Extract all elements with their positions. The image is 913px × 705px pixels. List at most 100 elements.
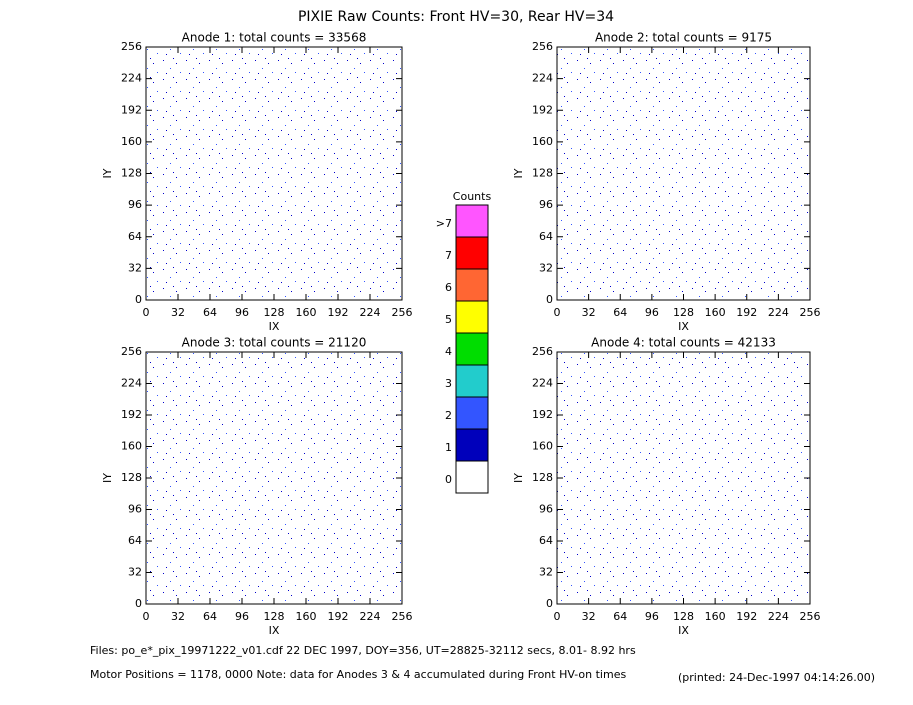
y-tick-label: 128 <box>121 167 142 180</box>
y-tick-label: 160 <box>532 440 553 453</box>
colorbar-swatch <box>455 460 489 494</box>
y-tick-label: 160 <box>532 135 553 148</box>
y-tick-label: 32 <box>539 261 553 274</box>
x-tick-label: 64 <box>203 610 217 623</box>
y-tick-label: 128 <box>532 471 553 484</box>
y-axis-label: IY <box>512 168 525 178</box>
colorbar-swatch <box>455 204 489 238</box>
x-tick-label: 128 <box>673 610 694 623</box>
y-tick-label: 256 <box>532 40 553 53</box>
x-tick-label: 64 <box>613 610 627 623</box>
y-axis-label: IY <box>101 473 114 483</box>
colorbar-swatch <box>455 332 489 366</box>
x-axis-label: IX <box>678 624 689 637</box>
y-tick-label: 32 <box>128 566 142 579</box>
y-tick-label: 256 <box>121 345 142 358</box>
y-tick-label: 224 <box>121 72 142 85</box>
y-tick-label: 224 <box>532 377 553 390</box>
x-tick-label: 32 <box>171 306 185 319</box>
y-tick-label: 224 <box>532 72 553 85</box>
y-tick-label: 0 <box>135 597 142 610</box>
colorbar-label: 2 <box>445 409 452 422</box>
y-tick-label: 96 <box>128 503 142 516</box>
colorbar-swatch <box>455 364 489 398</box>
x-axis-label: IX <box>269 320 280 333</box>
y-tick-label: 160 <box>121 440 142 453</box>
colorbar-swatch <box>455 428 489 462</box>
x-tick-label: 64 <box>203 306 217 319</box>
y-tick-label: 0 <box>546 597 553 610</box>
y-tick-label: 192 <box>121 408 142 421</box>
y-tick-label: 0 <box>546 293 553 306</box>
x-tick-label: 192 <box>736 306 757 319</box>
panel-title: Anode 1: total counts = 33568 <box>182 31 367 45</box>
panel-title: Anode 2: total counts = 9175 <box>595 31 772 45</box>
x-tick-label: 64 <box>613 306 627 319</box>
y-axis-label: IY <box>101 168 114 178</box>
count-texture <box>557 47 810 300</box>
panel-title: Anode 3: total counts = 21120 <box>182 336 367 350</box>
x-tick-label: 32 <box>582 610 596 623</box>
colorbar-swatch <box>455 300 489 334</box>
x-tick-label: 128 <box>264 610 285 623</box>
colorbar-label: 5 <box>445 313 452 326</box>
y-tick-label: 96 <box>128 198 142 211</box>
y-tick-label: 64 <box>539 230 553 243</box>
y-tick-label: 192 <box>121 103 142 116</box>
y-tick-label: 192 <box>532 103 553 116</box>
x-tick-label: 192 <box>328 306 349 319</box>
y-tick-label: 32 <box>128 261 142 274</box>
colorbar-label: 6 <box>445 281 452 294</box>
x-tick-label: 160 <box>296 306 317 319</box>
x-tick-label: 224 <box>360 610 381 623</box>
x-tick-label: 32 <box>171 610 185 623</box>
colorbar-title: Counts <box>453 190 492 203</box>
x-tick-label: 160 <box>705 610 726 623</box>
x-tick-label: 0 <box>143 306 150 319</box>
count-texture <box>146 47 402 300</box>
x-tick-label: 224 <box>768 610 789 623</box>
x-tick-label: 128 <box>673 306 694 319</box>
x-axis-label: IX <box>678 320 689 333</box>
x-tick-label: 256 <box>392 610 413 623</box>
y-tick-label: 0 <box>135 293 142 306</box>
colorbar-label: 1 <box>445 441 452 454</box>
y-tick-label: 32 <box>539 566 553 579</box>
footer-files: Files: po_e*_pix_19971222_v01.cdf 22 DEC… <box>90 644 636 657</box>
x-tick-label: 256 <box>392 306 413 319</box>
x-tick-label: 96 <box>235 610 249 623</box>
x-axis-label: IX <box>269 624 280 637</box>
colorbar-label: 0 <box>445 473 452 486</box>
y-tick-label: 64 <box>539 534 553 547</box>
y-tick-label: 128 <box>532 167 553 180</box>
x-tick-label: 128 <box>264 306 285 319</box>
x-tick-label: 224 <box>360 306 381 319</box>
y-tick-label: 224 <box>121 377 142 390</box>
footer-motor: Motor Positions = 1178, 0000 Note: data … <box>90 668 626 681</box>
footer-printed: (printed: 24-Dec-1997 04:14:26.00) <box>678 671 875 684</box>
x-tick-label: 96 <box>645 306 659 319</box>
colorbar-label: 4 <box>445 345 452 358</box>
x-tick-label: 0 <box>554 610 561 623</box>
panel-title: Anode 4: total counts = 42133 <box>591 336 776 350</box>
x-tick-label: 96 <box>235 306 249 319</box>
x-tick-label: 256 <box>800 306 821 319</box>
x-tick-label: 160 <box>296 610 317 623</box>
colorbar-swatch <box>455 236 489 270</box>
x-tick-label: 0 <box>143 610 150 623</box>
x-tick-label: 160 <box>705 306 726 319</box>
y-tick-label: 96 <box>539 198 553 211</box>
x-tick-label: 256 <box>800 610 821 623</box>
page-title: PIXIE Raw Counts: Front HV=30, Rear HV=3… <box>298 9 614 25</box>
x-tick-label: 32 <box>582 306 596 319</box>
y-tick-label: 128 <box>121 471 142 484</box>
x-tick-label: 0 <box>554 306 561 319</box>
y-tick-label: 160 <box>121 135 142 148</box>
x-tick-label: 224 <box>768 306 789 319</box>
y-tick-label: 256 <box>121 40 142 53</box>
y-tick-label: 256 <box>532 345 553 358</box>
y-axis-label: IY <box>512 473 525 483</box>
colorbar-label: 7 <box>445 249 452 262</box>
x-tick-label: 192 <box>328 610 349 623</box>
